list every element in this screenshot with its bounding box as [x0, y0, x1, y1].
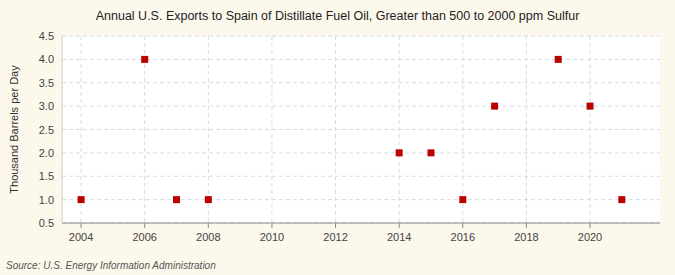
y-tick-label: 4.5 [39, 30, 54, 42]
point [78, 196, 85, 203]
y-grid-line [62, 152, 660, 153]
y-axis-label: Thousand Barrels per Day [8, 65, 20, 194]
axes: 0.5 1.0 1.5 2.0 2.5 3.0 3.5 4.0 4.5 2004 2006 2008 2… [39, 30, 660, 243]
y-tick-label: 0.5 [39, 217, 54, 229]
x-tick-label: 2014 [387, 231, 411, 243]
y-grid-line [62, 129, 660, 130]
point [618, 196, 625, 203]
x-tick [399, 223, 400, 228]
chart: 0.5 1.0 1.5 2.0 2.5 3.0 3.5 4.0 4.5 2004 2006 2008 2… [0, 0, 675, 275]
point [396, 149, 403, 156]
point [459, 196, 466, 203]
point [555, 56, 562, 63]
point [427, 149, 434, 156]
x-tick [271, 223, 272, 228]
x-tick [144, 223, 145, 228]
x-tick [335, 223, 336, 228]
x-tick-label: 2008 [196, 231, 220, 243]
x-tick-label: 2010 [260, 231, 284, 243]
source-note: Source: U.S. Energy Information Administ… [6, 260, 216, 271]
plot-background [62, 36, 660, 223]
x-grid-line [526, 36, 527, 223]
y-tick-label: 2.0 [39, 147, 54, 159]
x-grid-line [208, 36, 209, 223]
title: Annual U.S. Exports to Spain of Distilla… [96, 9, 580, 23]
x-grid-line [399, 36, 400, 223]
y-grid-line [62, 59, 660, 60]
y-tick-label: 2.5 [39, 124, 54, 136]
x-tick [462, 223, 463, 228]
y-tick-label: 3.5 [39, 77, 54, 89]
x-tick [81, 223, 82, 228]
y-grid-line [62, 199, 660, 200]
x-grid-line [81, 36, 82, 223]
x-axis-line [62, 223, 660, 224]
y-grid-line [62, 106, 660, 107]
x-grid-line [144, 36, 145, 223]
y-grid-line [62, 176, 660, 177]
chart-container: 0.5 1.0 1.5 2.0 2.5 3.0 3.5 4.0 4.5 2004 2006 2008 2… [0, 0, 675, 275]
x-tick-label: 2018 [514, 231, 538, 243]
x-tick-label: 2016 [451, 231, 475, 243]
x-tick-label: 2020 [578, 231, 602, 243]
point [205, 196, 212, 203]
x-grid-line [335, 36, 336, 223]
x-grid-line [590, 36, 591, 223]
x-tick [208, 223, 209, 228]
y-tick-label: 1.0 [39, 194, 54, 206]
point [587, 103, 594, 110]
point [173, 196, 180, 203]
x-tick-label: 2006 [132, 231, 156, 243]
x-tick-label: 2004 [69, 231, 93, 243]
y-tick-label: 3.0 [39, 100, 54, 112]
y-tick-label: 1.5 [39, 170, 54, 182]
point [491, 103, 498, 110]
y-grid-line [62, 36, 660, 37]
x-tick-label: 2012 [323, 231, 347, 243]
y-grid-line [62, 223, 660, 224]
x-tick [590, 223, 591, 228]
data-marks [78, 56, 626, 203]
point [141, 56, 148, 63]
y-tick-label: 4.0 [39, 53, 54, 65]
x-grid-line [462, 36, 463, 223]
grid [62, 36, 660, 223]
y-grid-line [62, 82, 660, 83]
x-tick [526, 223, 527, 228]
x-grid-line [271, 36, 272, 223]
y-axis-line [62, 36, 63, 223]
